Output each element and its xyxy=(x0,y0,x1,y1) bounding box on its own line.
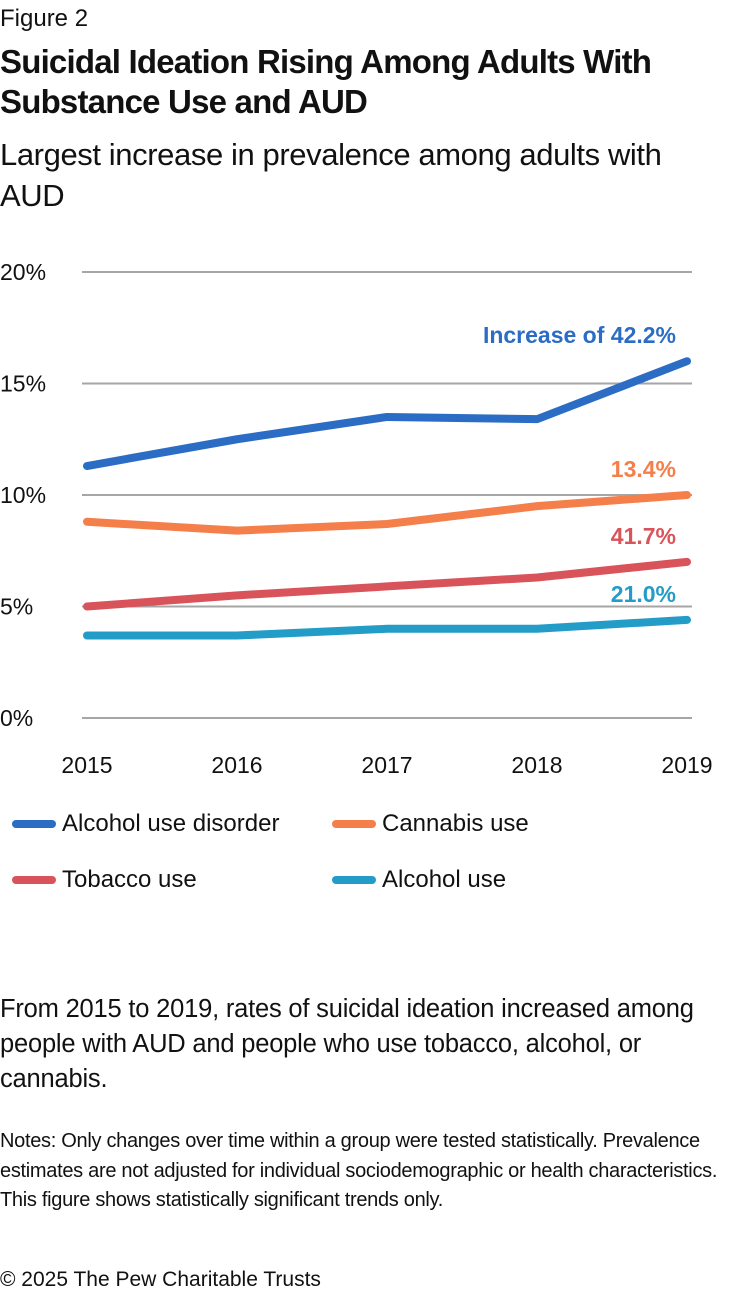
y-tick-label: 0% xyxy=(0,705,33,731)
legend-label: Cannabis use xyxy=(382,810,529,837)
series-annotation: 41.7% xyxy=(611,523,676,549)
legend-swatch xyxy=(332,876,376,884)
series-line xyxy=(83,357,691,471)
chart-subtitle: Largest increase in prevalence among adu… xyxy=(0,137,662,213)
legend-item-alcohol-use: Alcohol use xyxy=(332,866,506,894)
legend-item-alcohol-use-disorder: Alcohol use disorder xyxy=(12,810,279,838)
chart-title: Suicidal Ideation Rising Among Adults Wi… xyxy=(0,43,652,120)
series-annotation: 21.0% xyxy=(611,581,676,607)
series-annotation: Increase of 42.2% xyxy=(483,322,676,348)
legend-swatch xyxy=(12,876,56,884)
y-tick-label: 5% xyxy=(0,594,33,620)
summary-text: From 2015 to 2019, rates of suicidal ide… xyxy=(0,995,694,1093)
series-annotations: Increase of 42.2% 13.4% 41.7% 21.0% xyxy=(483,322,676,607)
gridlines xyxy=(82,271,692,719)
x-tick-label: 2018 xyxy=(511,752,562,778)
figure-label: Figure 2 xyxy=(0,5,89,32)
x-tick-label: 2017 xyxy=(361,752,412,778)
y-tick-label: 20% xyxy=(0,259,46,285)
legend-swatch xyxy=(12,820,56,828)
legend-label: Tobacco use xyxy=(62,866,197,893)
notes-text: Notes: Only changes over time within a g… xyxy=(0,1130,718,1211)
x-tick-label: 2019 xyxy=(661,752,712,778)
series-annotation: 13.4% xyxy=(611,456,676,482)
y-tick-label: 15% xyxy=(0,371,46,397)
series-line xyxy=(83,615,691,640)
legend-item-tobacco-use: Tobacco use xyxy=(12,866,197,894)
legend-label: Alcohol use disorder xyxy=(62,810,280,837)
x-axis-ticks: 2015 2016 2017 2018 2019 xyxy=(61,752,712,778)
series-lines xyxy=(83,357,691,640)
series-line xyxy=(83,491,691,535)
line-chart: 0% 5% 10% 15% 20% 2015 2016 2017 2018 2019 Incre… xyxy=(0,259,713,778)
legend-swatch xyxy=(332,820,376,828)
legend-item-cannabis-use: Cannabis use xyxy=(332,810,529,838)
y-axis-ticks: 0% 5% 10% 15% 20% xyxy=(0,259,46,731)
x-tick-label: 2015 xyxy=(61,752,112,778)
legend-label: Alcohol use xyxy=(382,866,507,893)
copyright: © 2025 The Pew Charitable Trusts xyxy=(0,1268,321,1291)
x-tick-label: 2016 xyxy=(211,752,262,778)
y-tick-label: 10% xyxy=(0,482,46,508)
series-line xyxy=(83,557,691,611)
